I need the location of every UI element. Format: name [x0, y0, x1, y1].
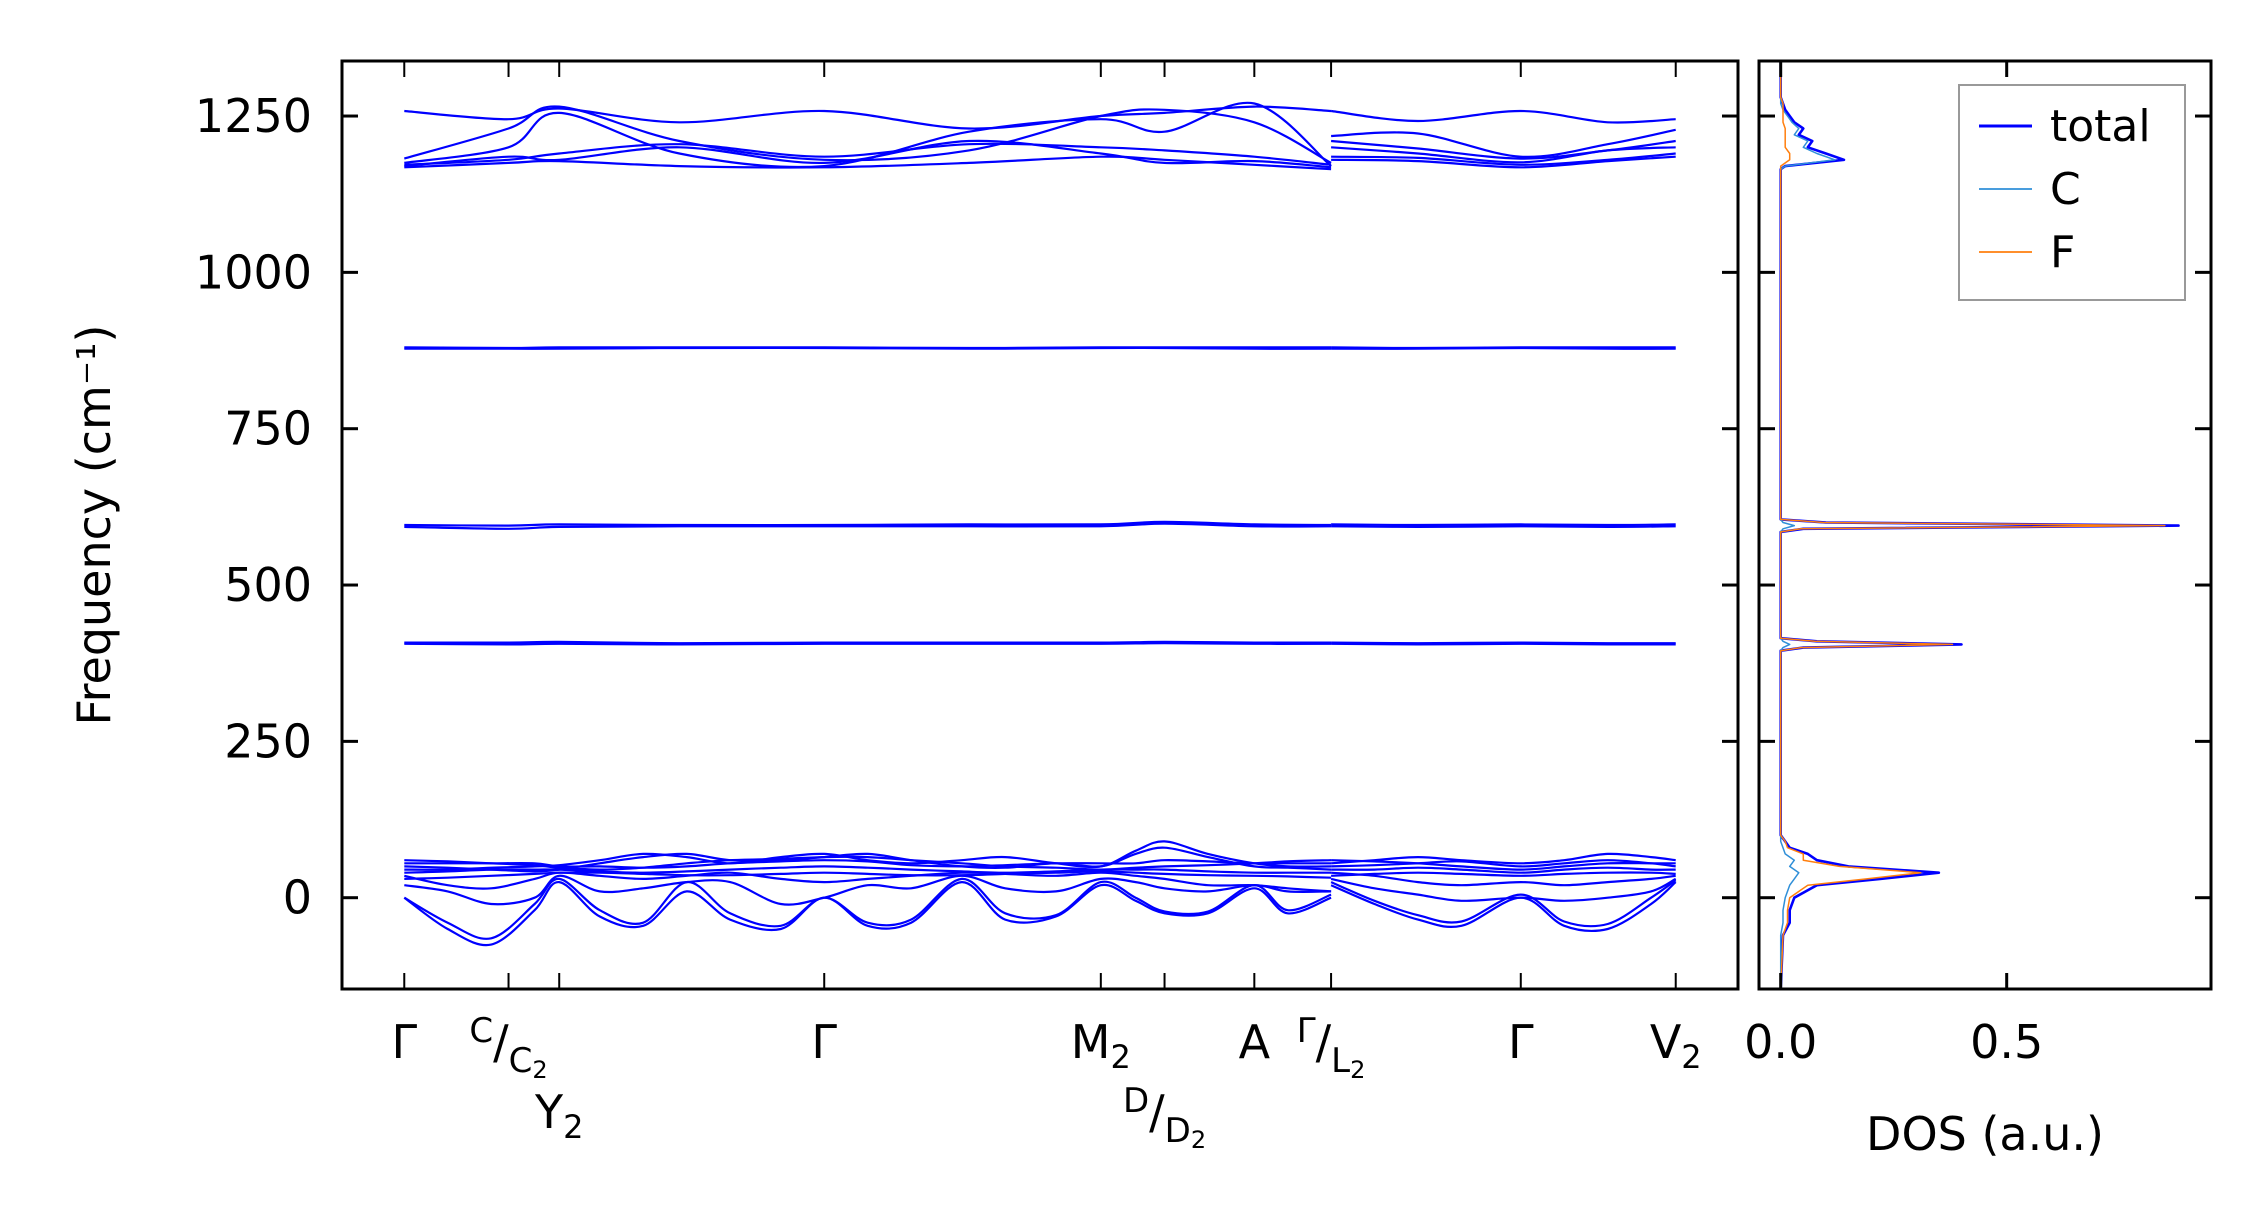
phonon-band-line [403, 880, 1332, 947]
phonon-band-line [404, 874, 1332, 906]
k-point-label: D/D2 [1123, 1081, 1206, 1154]
phonon-band-line [1331, 859, 1676, 871]
y-tick-label: 1000 [195, 245, 312, 299]
k-point-label: C/C2 [469, 1011, 547, 1084]
dos-x-tick-label: 0.5 [1970, 1015, 2043, 1069]
y-tick-label: 250 [224, 714, 312, 768]
phonon-band-line [1331, 525, 1676, 529]
phonon-band-line [404, 520, 1332, 527]
y-tick-label: 500 [224, 558, 312, 612]
dos-line-F [1779, 61, 2166, 989]
phonon-band-line [404, 346, 1332, 350]
y-tick-label: 1250 [195, 89, 312, 143]
phonon-band-line [1331, 642, 1676, 646]
dos-line-C [1779, 61, 1836, 989]
phonon-band-line [1331, 128, 1676, 158]
phonon-band-line [1331, 146, 1676, 164]
phonon-band-line [1331, 155, 1676, 169]
band-axes-frame [340, 59, 1740, 991]
k-point-label: Γ [811, 1015, 837, 1069]
y-axis-label: Frequency (cm⁻¹) [67, 325, 121, 726]
phonon-band-line [404, 522, 1332, 530]
phonon-band-line [1331, 346, 1676, 350]
k-point-label: Γ [391, 1015, 417, 1069]
phonon-band-line [404, 865, 1332, 874]
dos-x-axis-label: DOS (a.u.) [1866, 1107, 2104, 1161]
legend-label-F: F [2050, 227, 2075, 278]
k-point-label: V2 [1650, 1015, 1702, 1076]
phonon-band-line [1330, 877, 1677, 902]
dos-series [1779, 61, 2180, 989]
k-point-label: Γ [1508, 1015, 1534, 1069]
phonon-band-line [1331, 866, 1676, 874]
phonon-band-line [404, 142, 1332, 166]
legend-box [1958, 84, 2186, 301]
phonon-band-line [1331, 152, 1676, 166]
dos-axes: 0.0 0.5 [1744, 59, 2213, 1069]
legend: total CF [1958, 84, 2186, 301]
phonon-band-line [1330, 879, 1677, 928]
phonon-band-line [404, 870, 1332, 880]
y-tick-label: 0 [283, 871, 312, 925]
k-point-label: Y2 [534, 1085, 583, 1146]
k-point-label: M2 [1071, 1015, 1131, 1076]
k-point-label: Γ/L2 [1297, 1011, 1366, 1084]
phonon-band-line [1331, 523, 1676, 527]
phonon-band-line [403, 105, 1332, 164]
phonon-band-line [404, 859, 1332, 869]
dos-x-tick-label: 0.0 [1744, 1015, 1817, 1069]
dos-axes-frame [1757, 59, 2213, 991]
phonon-band-line [404, 640, 1332, 645]
bands [403, 101, 1677, 947]
phonon-band-line [1331, 871, 1676, 877]
phonon-band-line [1331, 871, 1676, 887]
phonon-band-line [1330, 109, 1676, 124]
phonon-band-line [404, 855, 1332, 871]
phonon-band-line [1331, 641, 1676, 645]
phonon-band-line [404, 139, 1332, 169]
legend-label-C: C [2050, 164, 2081, 215]
phonon-band-line [403, 877, 1332, 940]
y-tick-label: 750 [224, 402, 312, 456]
legend-label-total: total [2050, 101, 2151, 152]
phonon-band-line [404, 642, 1332, 646]
phonon-band-line [404, 155, 1332, 171]
phonon-band-line [1331, 852, 1676, 865]
k-point-label: A [1239, 1015, 1271, 1069]
